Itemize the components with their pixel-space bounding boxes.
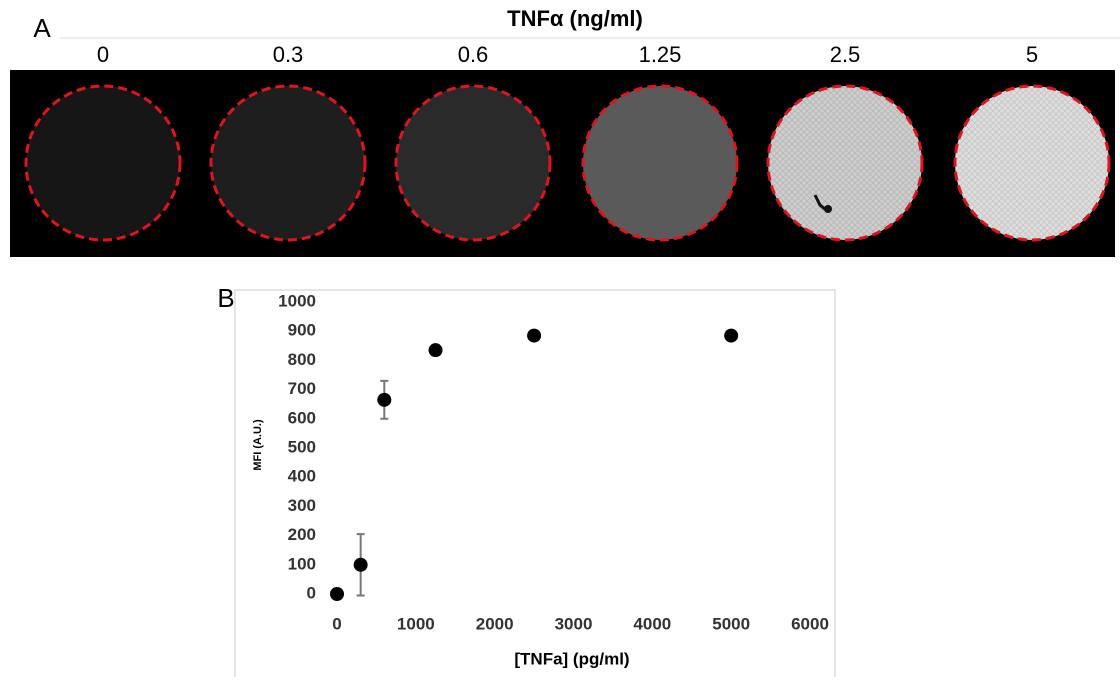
x-tick-label: 5000: [712, 614, 750, 633]
y-tick-label: 700: [288, 379, 316, 398]
well: [581, 84, 739, 242]
concentration-label: 0.3: [273, 42, 304, 67]
data-point: [330, 587, 344, 601]
y-tick-label: 600: [288, 408, 316, 427]
data-point: [527, 328, 542, 343]
y-tick-label: 0: [307, 583, 316, 602]
well: [24, 84, 182, 242]
y-tick-label: 900: [288, 321, 316, 340]
panel-label: A: [33, 13, 51, 43]
x-tick-label: 3000: [555, 614, 593, 633]
y-axis-label: MFI (A.U.): [252, 419, 264, 471]
well: [209, 84, 367, 242]
data-point: [377, 392, 392, 407]
concentration-label: 1.25: [639, 42, 682, 67]
data-point: [428, 343, 443, 358]
image-strip: [10, 70, 1115, 257]
x-axis-label: [TNFa] (pg/ml): [514, 649, 629, 668]
y-tick-label: 400: [288, 467, 316, 486]
chart-frame: [234, 289, 836, 677]
well: [394, 84, 552, 242]
x-tick-label: 4000: [633, 614, 671, 633]
x-tick-label: 6000: [791, 614, 829, 633]
y-tick-label: 300: [288, 496, 316, 515]
y-tick-label: 800: [288, 350, 316, 369]
y-tick-label: 1000: [278, 291, 316, 310]
concentration-label: 2.5: [830, 42, 861, 67]
panel-title: TNFα (ng/ml): [507, 6, 643, 31]
concentration-label: 5: [1026, 42, 1038, 67]
debris: [824, 205, 832, 213]
data-point: [724, 328, 739, 343]
y-tick-label: 100: [288, 554, 316, 573]
x-tick-label: 1000: [397, 614, 435, 633]
panel-label: B: [217, 283, 234, 313]
y-tick-label: 500: [288, 437, 316, 456]
x-tick-label: 2000: [476, 614, 514, 633]
plot: 0 100 200 300 400 500 600 700 800 900 1000 0 1000 200…: [278, 291, 829, 633]
well: [953, 84, 1111, 242]
well: [766, 84, 924, 242]
concentration-label: 0.6: [458, 42, 489, 67]
concentration-label: 0: [97, 42, 109, 67]
y-tick-label: 200: [288, 525, 316, 544]
data-point: [353, 557, 368, 572]
x-tick-label: 0: [332, 614, 341, 633]
wells: [24, 84, 1111, 242]
debris: [813, 194, 827, 212]
